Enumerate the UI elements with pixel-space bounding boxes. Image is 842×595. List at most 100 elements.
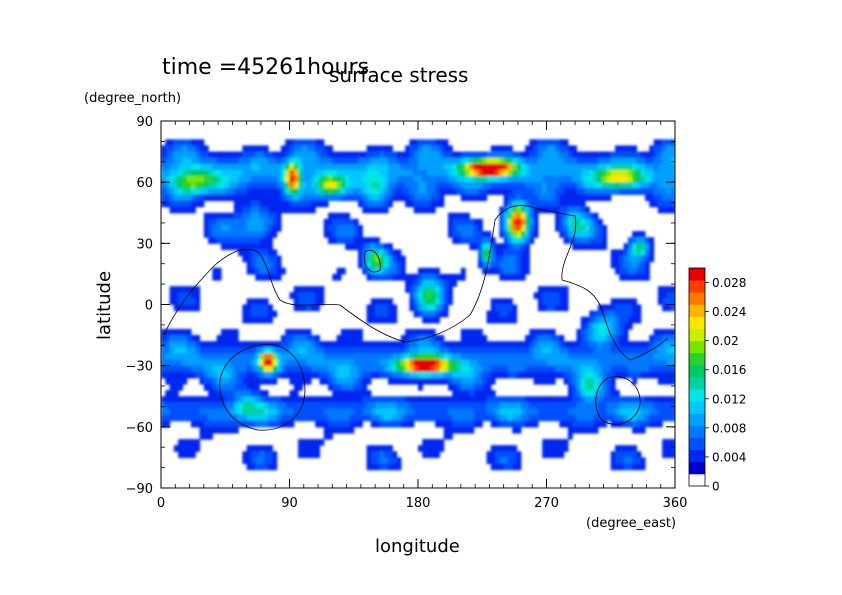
- field-cell: [435, 335, 441, 342]
- field-cell: [349, 176, 355, 183]
- field-cell: [580, 169, 586, 177]
- field-cell: [469, 163, 475, 171]
- field-cell: [259, 463, 265, 471]
- field-cell: [358, 182, 363, 189]
- field-cell: [298, 169, 303, 177]
- field-cell: [268, 353, 273, 361]
- field-cell: [302, 145, 308, 153]
- field-cell: [529, 176, 535, 183]
- field-cell: [640, 396, 646, 403]
- field-cell: [555, 157, 560, 165]
- field-cell: [272, 176, 278, 183]
- field-cell: [203, 347, 209, 355]
- field-cell: [525, 218, 530, 226]
- field-cell: [623, 182, 629, 189]
- field-cell: [507, 169, 513, 177]
- field-cell: [473, 408, 479, 416]
- field-cell: [178, 371, 184, 379]
- colorbar-swatch: [689, 401, 705, 414]
- field-cell: [413, 396, 419, 403]
- field-cell: [482, 249, 488, 257]
- field-cell: [208, 176, 213, 183]
- field-cell: [623, 304, 629, 312]
- field-cell: [345, 188, 351, 195]
- field-cell: [289, 396, 295, 403]
- field-cell: [388, 163, 393, 171]
- field-cell: [439, 292, 445, 299]
- field-cell: [272, 267, 278, 275]
- field-cell: [589, 335, 595, 342]
- field-cell: [323, 371, 329, 379]
- field-cell: [238, 243, 243, 251]
- field-cell: [559, 414, 565, 422]
- field-cell: [662, 151, 668, 159]
- field-cell: [178, 353, 184, 361]
- field-cell: [195, 304, 201, 312]
- field-cell: [396, 408, 402, 416]
- field-cell: [435, 169, 441, 177]
- field-cell: [430, 176, 436, 183]
- field-cell: [396, 341, 402, 348]
- field-cell: [272, 163, 278, 171]
- field-cell: [473, 231, 479, 238]
- field-cell: [216, 371, 222, 379]
- field-cell: [585, 371, 590, 379]
- field-cell: [259, 365, 265, 373]
- field-cell: [666, 304, 672, 312]
- field-cell: [439, 194, 445, 202]
- field-cell: [199, 145, 205, 153]
- field-cell: [409, 151, 415, 159]
- field-cell: [203, 432, 209, 440]
- field-cell: [477, 359, 483, 367]
- field-cell: [418, 188, 423, 195]
- field-cell: [619, 157, 625, 165]
- field-cell: [263, 298, 269, 306]
- field-cell: [456, 212, 462, 220]
- field-cell: [392, 377, 398, 385]
- field-cell: [379, 365, 385, 373]
- field-cell: [520, 414, 526, 422]
- field-cell: [653, 341, 659, 348]
- field-cell: [580, 200, 586, 208]
- field-cell: [537, 176, 543, 183]
- field-cell: [589, 243, 595, 251]
- field-cell: [280, 163, 286, 171]
- field-cell: [473, 157, 479, 165]
- field-cell: [298, 298, 303, 306]
- field-cell: [285, 188, 291, 195]
- field-cell: [328, 353, 333, 361]
- field-cell: [610, 163, 616, 171]
- field-cell: [443, 298, 449, 306]
- field-cell: [238, 371, 243, 379]
- field-cell: [555, 396, 560, 403]
- field-cell: [285, 365, 291, 373]
- field-cell: [456, 396, 462, 403]
- field-cell: [203, 426, 209, 434]
- field-cell: [199, 408, 205, 416]
- field-cell: [233, 377, 239, 385]
- field-cell: [516, 151, 522, 159]
- colorbar-swatch: [689, 352, 705, 366]
- field-cell: [358, 188, 363, 195]
- field-cell: [263, 457, 269, 465]
- field-cell: [473, 182, 479, 189]
- field-cell: [255, 249, 261, 257]
- field-cell: [362, 414, 368, 422]
- field-cell: [512, 157, 518, 165]
- field-cell: [336, 224, 342, 232]
- field-cell: [520, 218, 526, 226]
- field-cell: [396, 414, 402, 422]
- field-cell: [563, 414, 569, 422]
- field-cell: [383, 169, 389, 177]
- field-cell: [396, 273, 402, 281]
- field-cell: [657, 163, 663, 171]
- field-cell: [246, 445, 252, 452]
- field-cell: [486, 231, 492, 238]
- field-cell: [336, 420, 342, 428]
- field-cell: [555, 353, 560, 361]
- field-cell: [233, 365, 239, 373]
- field-cell: [388, 249, 393, 257]
- field-cell: [250, 316, 256, 324]
- field-cell: [435, 451, 441, 459]
- field-cell: [293, 145, 299, 153]
